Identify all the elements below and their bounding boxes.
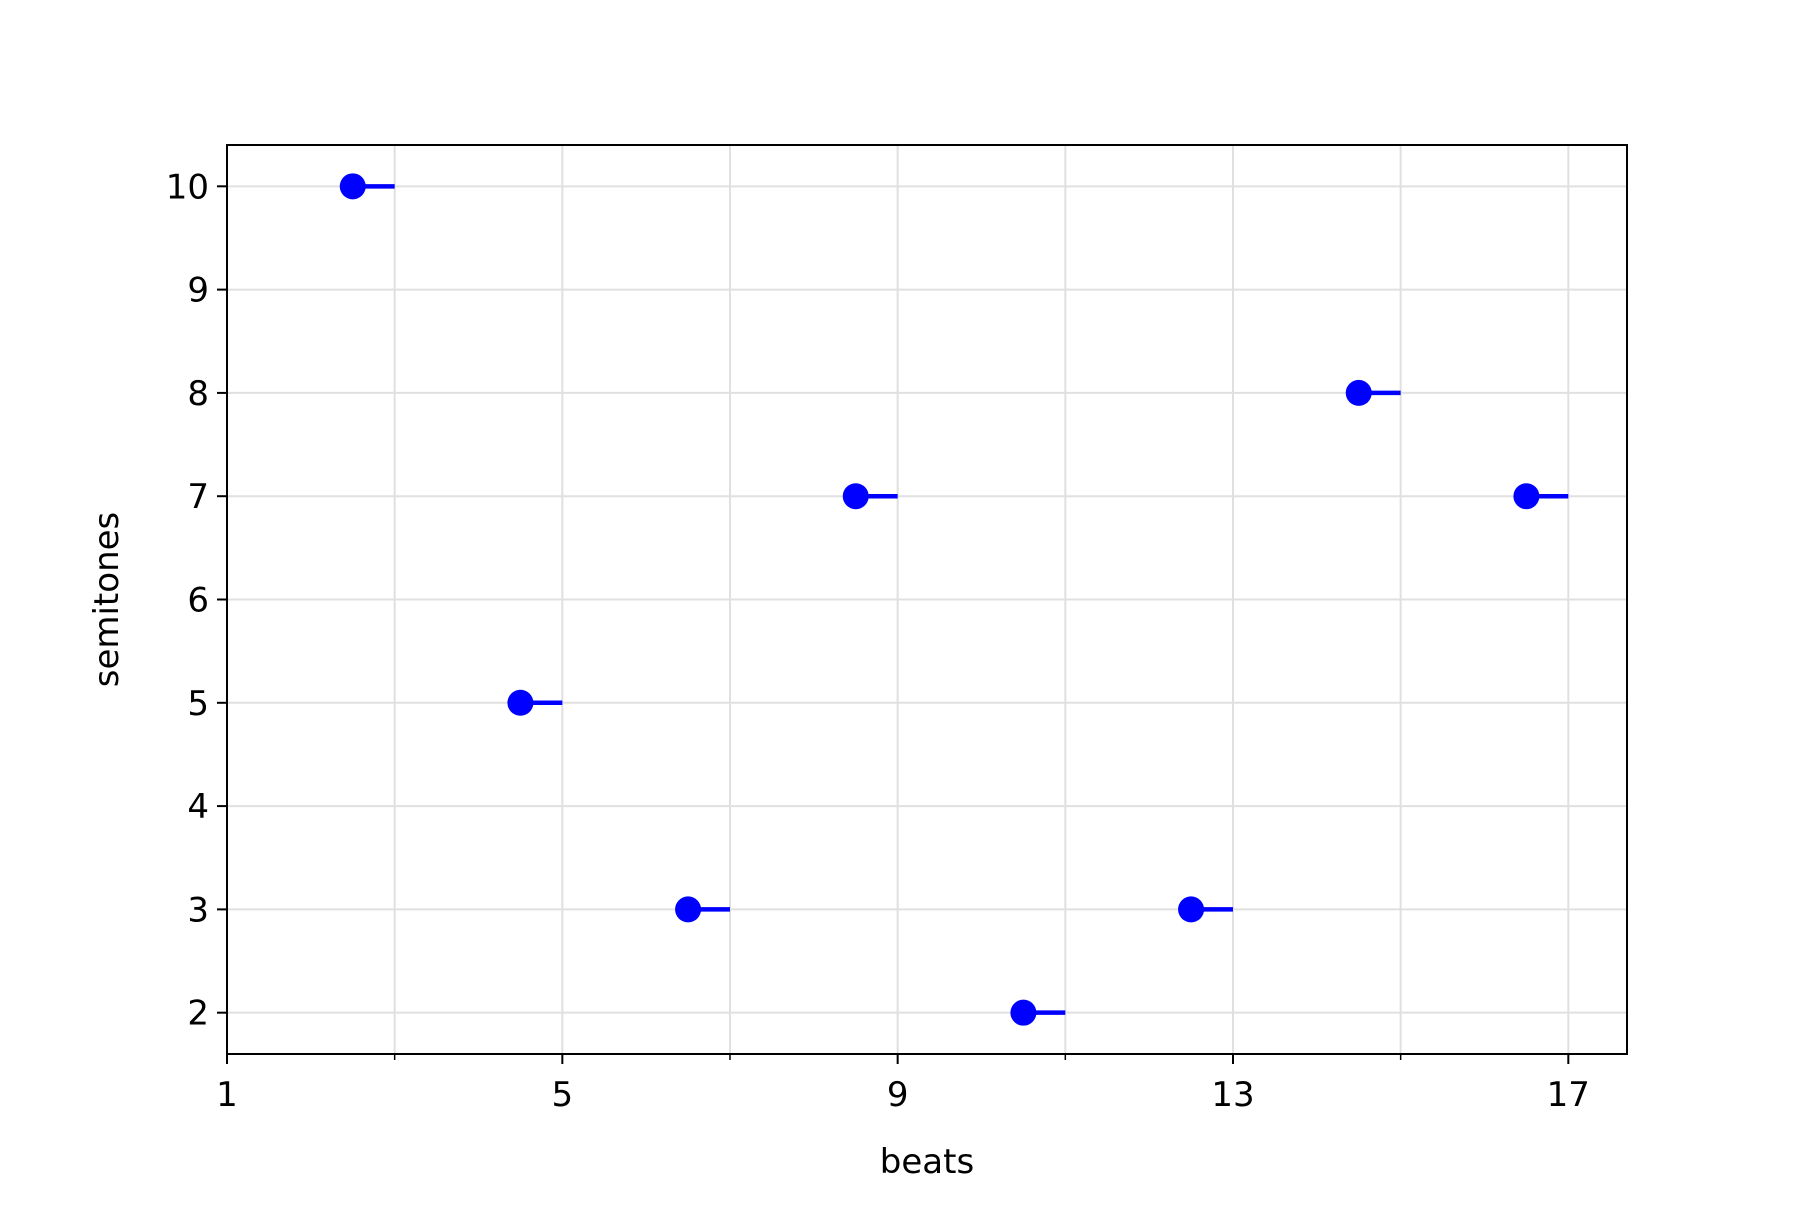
x-tick-label: 1 xyxy=(216,1075,238,1115)
y-tick-label: 8 xyxy=(187,374,209,414)
x-axis-label: beats xyxy=(880,1142,974,1182)
y-tick-label: 2 xyxy=(187,994,209,1034)
y-axis-label: semitones xyxy=(87,512,127,688)
x-tick-label: 13 xyxy=(1211,1075,1254,1115)
axis-ticks: 1 5 9 13 17 2 3 4 5 6 7 8 9 10 xyxy=(166,167,1590,1115)
y-tick-label: 4 xyxy=(187,787,209,827)
note-point xyxy=(1345,379,1372,406)
y-tick-label: 7 xyxy=(187,477,209,517)
x-tick-label: 5 xyxy=(552,1075,574,1115)
grid-lines xyxy=(226,145,1627,1054)
note-point xyxy=(1178,896,1205,923)
x-tick-label: 9 xyxy=(887,1075,909,1115)
note-point xyxy=(1513,483,1540,510)
note-point xyxy=(1010,999,1037,1026)
data-marks xyxy=(339,173,1569,1026)
y-tick-label: 5 xyxy=(187,684,209,724)
note-point xyxy=(842,483,869,510)
note-point xyxy=(507,689,534,716)
y-tick-label: 10 xyxy=(166,167,209,207)
x-tick-label: 17 xyxy=(1547,1075,1590,1115)
y-tick-label: 9 xyxy=(187,271,209,311)
note-point xyxy=(675,896,702,923)
y-tick-label: 6 xyxy=(187,581,209,621)
y-tick-label: 3 xyxy=(187,890,209,930)
note-point xyxy=(339,173,366,200)
